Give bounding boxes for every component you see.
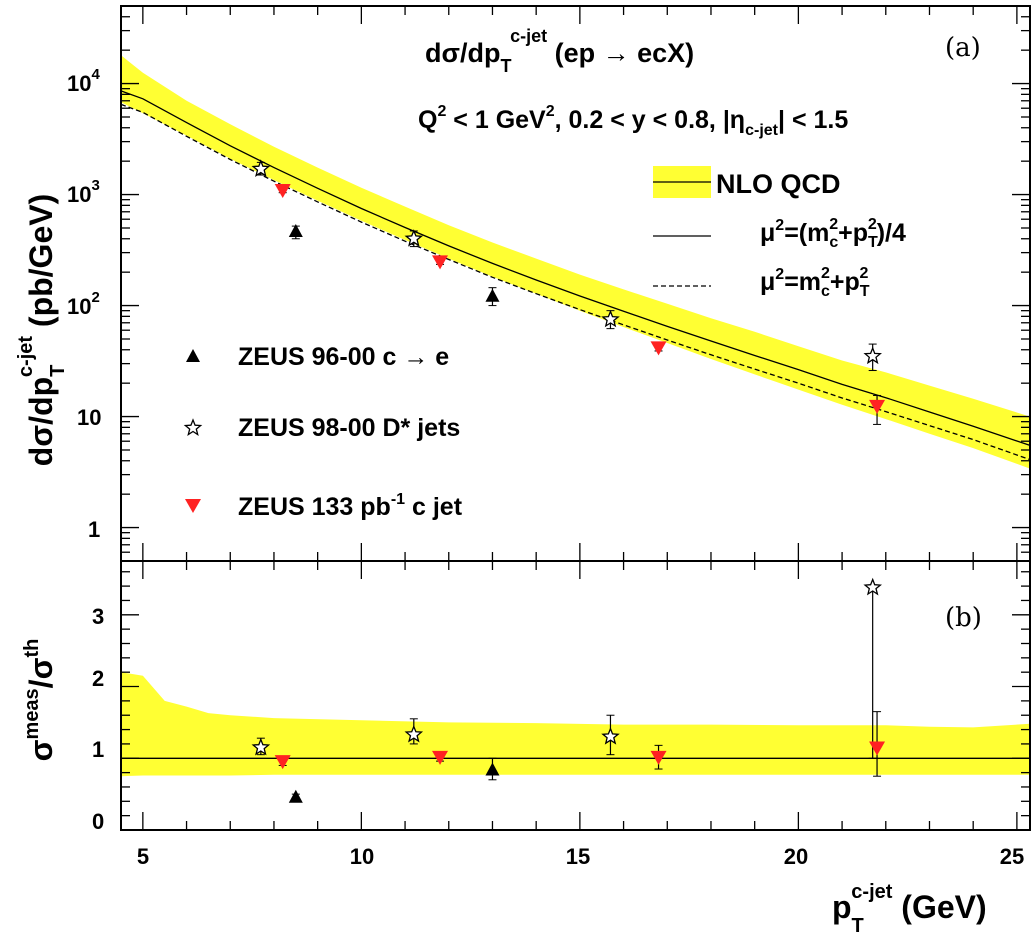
data-point-b	[432, 750, 449, 765]
xtick-label: 20	[784, 844, 808, 869]
ytick-label-b: 0	[92, 809, 104, 834]
frame-b	[120, 560, 1031, 831]
legend-scale-2: μ2=mc2+pT2	[760, 265, 870, 300]
ytick-label-a: 1	[88, 517, 100, 542]
y-axis-label-a: dσ/dpTc-jet (pb/GeV)	[15, 194, 69, 467]
data-point-a	[650, 341, 667, 356]
legend-marker-triangle-up	[186, 349, 200, 362]
data-point-a	[251, 159, 271, 177]
xtick-label: 25	[1000, 844, 1024, 869]
data-points-b	[251, 577, 886, 803]
data-point-b	[863, 577, 882, 596]
panel-b-tag: (b)	[945, 603, 982, 633]
data-points-a	[251, 159, 886, 425]
data-point-a	[404, 229, 424, 247]
data-point-b	[485, 762, 500, 776]
xtick-label: 10	[350, 844, 374, 869]
legend-markers	[183, 349, 203, 513]
data-point-b	[288, 789, 303, 803]
nlo-line-solid-a	[120, 90, 1031, 447]
panel-a-title: dσ/dpTc-jet (ep → ecX)	[425, 26, 694, 76]
legend-marker-star	[183, 418, 203, 436]
legend-nlo-label: NLO QCD	[716, 169, 841, 199]
data-point-a	[485, 288, 500, 302]
ytick-label-a: 102	[67, 289, 100, 319]
panel-a-tag: (a)	[945, 33, 981, 63]
data-point-b	[404, 724, 424, 743]
nlo-qcd-band-a	[121, 55, 1030, 469]
data-point-b	[251, 737, 271, 756]
data-point-a	[274, 183, 291, 198]
panel-b	[120, 560, 1031, 831]
y-axis-label-b: σmeas/σth	[21, 639, 59, 762]
data-point-b	[650, 750, 667, 765]
x-axis-label: pTc-jet (GeV)	[832, 881, 987, 937]
legend-marker-triangle-down	[185, 499, 201, 513]
legend-zeus-cjet: ZEUS 133 pb-1 c jet	[238, 491, 463, 521]
nlo-line-dashed-a	[120, 103, 1031, 461]
axis-ticks-b	[121, 561, 1030, 831]
xtick-label: 5	[137, 844, 149, 869]
axis-ticks-a	[121, 6, 1030, 561]
legend-zeus-ce: ZEUS 96-00 c → e	[238, 343, 449, 371]
nlo-qcd-band-b	[121, 672, 1030, 777]
data-point-b	[869, 741, 886, 756]
data-point-a	[288, 224, 303, 238]
data-point-a	[601, 309, 620, 328]
ytick-label-a: 103	[67, 177, 100, 207]
data-point-a	[869, 399, 886, 414]
kinematic-cuts: Q2 < 1 GeV2, 0.2 < y < 0.8, |ηc-jet| < 1…	[418, 103, 848, 139]
data-point-a	[863, 346, 882, 365]
ytick-label-a: 104	[67, 66, 100, 96]
ytick-label-b: 3	[92, 604, 104, 629]
ytick-label-b: 1	[92, 737, 104, 762]
panel-a	[120, 5, 1031, 562]
legend-scale-1: μ2=(mc2+pT2)/4	[760, 216, 906, 251]
legend-zeus-dstar: ZEUS 98-00 D* jets	[238, 414, 460, 442]
ytick-label-b: 2	[92, 666, 104, 691]
data-point-a	[432, 255, 449, 270]
xtick-label: 15	[566, 844, 590, 869]
data-point-b	[274, 755, 291, 770]
data-point-b	[601, 726, 620, 745]
ytick-label-a: 10	[77, 405, 101, 430]
